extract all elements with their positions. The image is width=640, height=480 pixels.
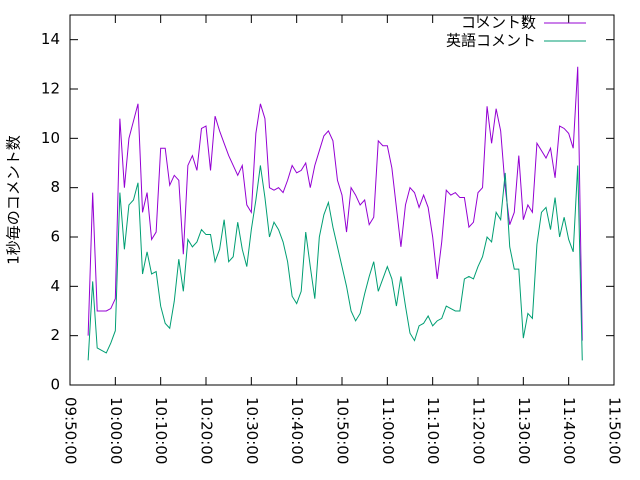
- series-line: [87, 165, 583, 361]
- x-tick-label: 10:10:00: [152, 397, 170, 464]
- y-axis-label: 1秒毎のコメント数: [5, 135, 23, 265]
- series-line: [87, 66, 583, 341]
- x-tick-label: 11:20:00: [470, 397, 488, 464]
- x-tick-label: 11:50:00: [606, 397, 624, 464]
- legend-label: 英語コメント: [446, 32, 536, 50]
- y-tick-label: 14: [41, 30, 60, 48]
- x-tick-label: 10:30:00: [243, 397, 261, 464]
- x-tick-label: 09:50:00: [62, 397, 80, 464]
- x-tick-label: 10:20:00: [198, 397, 216, 464]
- x-tick-label: 11:40:00: [560, 397, 578, 464]
- x-tick-label: 11:10:00: [424, 397, 442, 464]
- x-tick-label: 10:00:00: [107, 397, 125, 464]
- y-tick-label: 10: [41, 129, 60, 147]
- x-tick-label: 11:30:00: [515, 397, 533, 464]
- y-tick-label: 4: [50, 277, 60, 295]
- x-tick-label: 10:40:00: [288, 397, 306, 464]
- y-tick-label: 12: [41, 80, 60, 98]
- x-tick-label: 10:50:00: [334, 397, 352, 464]
- x-tick-label: 11:00:00: [379, 397, 397, 464]
- y-tick-label: 0: [50, 376, 60, 394]
- y-tick-label: 8: [50, 178, 60, 196]
- plot-border: [69, 14, 615, 386]
- y-tick-label: 6: [50, 228, 60, 246]
- legend-label: コメント数: [461, 14, 536, 32]
- y-tick-label: 2: [50, 326, 60, 344]
